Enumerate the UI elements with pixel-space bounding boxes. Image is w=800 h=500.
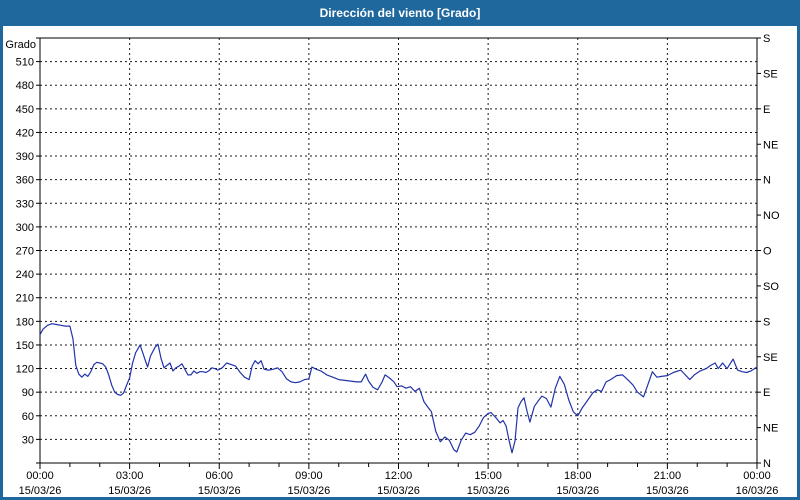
left-axis-tick-label: 60 [22,411,34,423]
x-axis-labels: 00:00 15/03/26 03:00 15/03/26 06:00 15/03/26 0… [19,463,779,497]
x-axis-time-label: 00:00 [743,470,771,482]
right-axis-labels: N NE E SE S SO O NO N NE E SE S [757,33,780,470]
x-axis-date-label: 15/03/26 [646,485,689,497]
right-axis-tick-label: E [763,387,770,399]
vertical-gridlines [129,38,668,463]
x-axis-date-label: 15/03/26 [377,485,420,497]
left-axis-title: Grado [5,39,36,51]
x-axis-date-label: 15/03/26 [467,485,510,497]
chart-panel [3,26,797,497]
right-axis-tick-label: SE [763,68,778,80]
x-axis-time-label: 06:00 [205,470,233,482]
left-axis-tick-label: 180 [16,316,34,328]
right-axis-tick-label: N [763,458,771,470]
x-axis-time-label: 03:00 [116,470,144,482]
left-axis-tick-label: 90 [22,387,34,399]
right-axis-tick-label: NE [763,423,778,435]
left-axis-tick-label: 390 [16,151,34,163]
left-axis-tick-label: 30 [22,434,34,446]
x-axis-date-label: 15/03/26 [556,485,599,497]
left-axis-tick-label: 420 [16,127,34,139]
x-axis-date-label: 15/03/26 [287,485,330,497]
left-axis-tick-label: 360 [16,175,34,187]
left-axis-tick-label: 120 [16,364,34,376]
x-axis-time-label: 15:00 [474,470,502,482]
x-axis-time-label: 18:00 [564,470,592,482]
chart-title: Dirección del viento [Grado] [319,6,481,20]
x-axis-time-label: 21:00 [654,470,682,482]
wind-direction-line [39,323,758,454]
right-axis-tick-label: S [763,33,770,45]
right-axis-tick-label: E [763,104,770,116]
right-axis-tick-label: N [763,175,771,187]
left-axis-tick-label: 240 [16,269,34,281]
right-axis-tick-label: NO [763,210,780,222]
x-axis-date-label: 15/03/26 [19,485,62,497]
left-axis-tick-label: 330 [16,198,34,210]
x-axis-time-label: 09:00 [295,470,323,482]
right-axis-tick-label: SO [763,281,779,293]
x-axis-date-label: 16/03/26 [736,485,779,497]
left-axis-tick-label: 450 [16,104,34,116]
left-axis-tick-label: 270 [16,246,34,258]
title-bar: Dirección del viento [Grado] [0,0,800,26]
left-axis-tick-label: 210 [16,293,34,305]
x-axis-date-label: 15/03/26 [198,485,241,497]
left-axis-tick-label: 510 [16,57,34,69]
right-axis-tick-label: NE [763,139,778,151]
left-axis-labels: 30 60 90 120 150 180 210 240 270 300 330 360 390 420 4… [5,37,40,464]
right-axis-tick-label: SE [763,352,778,364]
x-axis-time-label: 12:00 [385,470,413,482]
x-axis-date-label: 15/03/26 [108,485,151,497]
left-axis-tick-label: 300 [16,222,34,234]
right-axis-tick-label: S [763,316,770,328]
left-axis-tick-label: 150 [16,340,34,352]
x-axis-time-label: 00:00 [26,470,54,482]
right-axis-tick-label: O [763,246,772,258]
left-axis-tick-label: 480 [16,80,34,92]
